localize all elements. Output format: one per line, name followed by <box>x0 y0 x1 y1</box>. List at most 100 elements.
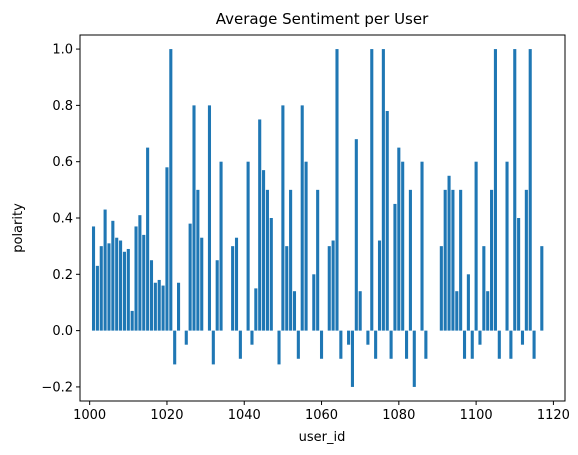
bar-user-1094 <box>451 189 455 331</box>
bar-user-1112 <box>520 330 525 345</box>
bar-user-1022 <box>173 330 177 365</box>
x-axis-label: user_id <box>299 430 346 445</box>
x-tick-label: 1020 <box>150 408 183 423</box>
bar-user-1043 <box>254 288 258 331</box>
bar-user-1087 <box>424 330 428 359</box>
y-tick-label: −0.2 <box>41 380 73 395</box>
bar-user-1095 <box>455 291 459 331</box>
bar-user-1021 <box>169 49 173 331</box>
bar-user-1049 <box>277 330 281 365</box>
bar-user-1096 <box>459 189 463 331</box>
bar-user-1032 <box>211 330 215 365</box>
bar-user-1086 <box>420 161 424 331</box>
bar-user-1100 <box>474 161 478 331</box>
bar-user-1074 <box>374 330 378 359</box>
bar-user-1042 <box>250 330 254 345</box>
bar-user-1033 <box>215 260 219 331</box>
bar-user-1111 <box>517 218 521 331</box>
y-axis: −0.2 0.0 0.2 0.4 0.6 0.8 1.0 <box>41 43 80 395</box>
bar-user-1053 <box>292 291 297 331</box>
bar-user-1109 <box>509 330 513 359</box>
bar-user-1045 <box>262 170 266 331</box>
bar-user-1117 <box>540 246 544 331</box>
bar-user-1102 <box>482 246 486 331</box>
bar-user-1059 <box>316 189 320 331</box>
bar-user-1027 <box>192 105 196 331</box>
bar-user-1050 <box>281 105 285 331</box>
bar-user-1051 <box>285 246 289 331</box>
bar-user-1038 <box>234 237 239 331</box>
bar-user-1091 <box>439 246 443 331</box>
bar-user-1058 <box>312 274 316 331</box>
bar-user-1003 <box>99 246 103 331</box>
bar-user-1115 <box>532 330 536 359</box>
bar-user-1008 <box>119 240 123 331</box>
bar-user-1016 <box>149 260 154 331</box>
bar-user-1073 <box>370 49 374 331</box>
bar-user-1046 <box>265 189 269 331</box>
bar-user-1105 <box>493 49 497 331</box>
y-tick-label: 0.6 <box>52 155 73 170</box>
y-tick-label: 0.8 <box>52 99 73 114</box>
bar-user-1037 <box>231 246 235 331</box>
bar-user-1078 <box>389 330 393 359</box>
bar-user-1084 <box>412 330 416 387</box>
bar-user-1113 <box>524 189 528 331</box>
bar-user-1082 <box>405 330 409 359</box>
y-tick-label: 0.0 <box>52 324 73 339</box>
bar-user-1026 <box>188 223 192 331</box>
x-tick-label: 1100 <box>460 408 493 423</box>
x-tick-label: 1120 <box>537 408 570 423</box>
bar-user-1108 <box>505 161 509 331</box>
bar-user-1070 <box>358 291 362 331</box>
bar-user-1065 <box>339 330 343 359</box>
x-tick-label: 1080 <box>382 408 415 423</box>
bar-user-1104 <box>490 189 494 331</box>
bar-user-1062 <box>327 246 331 331</box>
bar-user-1012 <box>134 226 138 331</box>
bar-user-1064 <box>335 49 339 331</box>
bar-user-1072 <box>366 330 370 345</box>
bar-user-1083 <box>408 189 412 331</box>
bar-user-1004 <box>103 209 107 331</box>
bar-user-1093 <box>447 175 451 331</box>
bar-user-1014 <box>142 234 146 331</box>
bar-user-1034 <box>219 161 223 331</box>
bar-user-1029 <box>200 237 204 331</box>
bar-user-1101 <box>478 330 482 345</box>
y-tick-label: 1.0 <box>52 43 73 58</box>
bar-user-1054 <box>296 330 300 359</box>
bar-user-1018 <box>157 279 161 331</box>
bar-user-1080 <box>397 147 401 331</box>
bar-user-1077 <box>385 111 389 331</box>
bar-user-1039 <box>238 330 242 359</box>
bar-user-1114 <box>528 49 532 331</box>
bar-user-1099 <box>470 330 474 359</box>
bar-user-1010 <box>126 248 130 331</box>
bar-user-1028 <box>196 189 200 331</box>
y-tick-label: 0.2 <box>52 268 73 283</box>
bar-user-1047 <box>269 218 273 331</box>
bar-user-1097 <box>462 330 467 359</box>
bar-user-1019 <box>161 285 165 331</box>
bar-user-1005 <box>107 243 111 331</box>
bar-user-1052 <box>289 189 293 331</box>
bar-user-1060 <box>319 330 324 359</box>
bar-user-1110 <box>513 49 517 331</box>
bar-user-1103 <box>486 291 490 331</box>
bar-user-1098 <box>466 274 470 331</box>
bar-user-1023 <box>177 282 181 331</box>
bar-user-1009 <box>122 251 126 331</box>
chart-title: Average Sentiment per User <box>216 10 429 28</box>
bar-user-1067 <box>347 330 351 345</box>
bar-user-1079 <box>393 203 397 331</box>
x-tick-label: 1000 <box>73 408 106 423</box>
x-tick-label: 1040 <box>228 408 261 423</box>
x-tick-label: 1060 <box>305 408 338 423</box>
bar-user-1020 <box>165 167 169 331</box>
bar-user-1075 <box>377 240 382 331</box>
bar-user-1001 <box>91 226 96 331</box>
bar-user-1044 <box>258 119 262 331</box>
bar-user-1092 <box>443 189 447 331</box>
